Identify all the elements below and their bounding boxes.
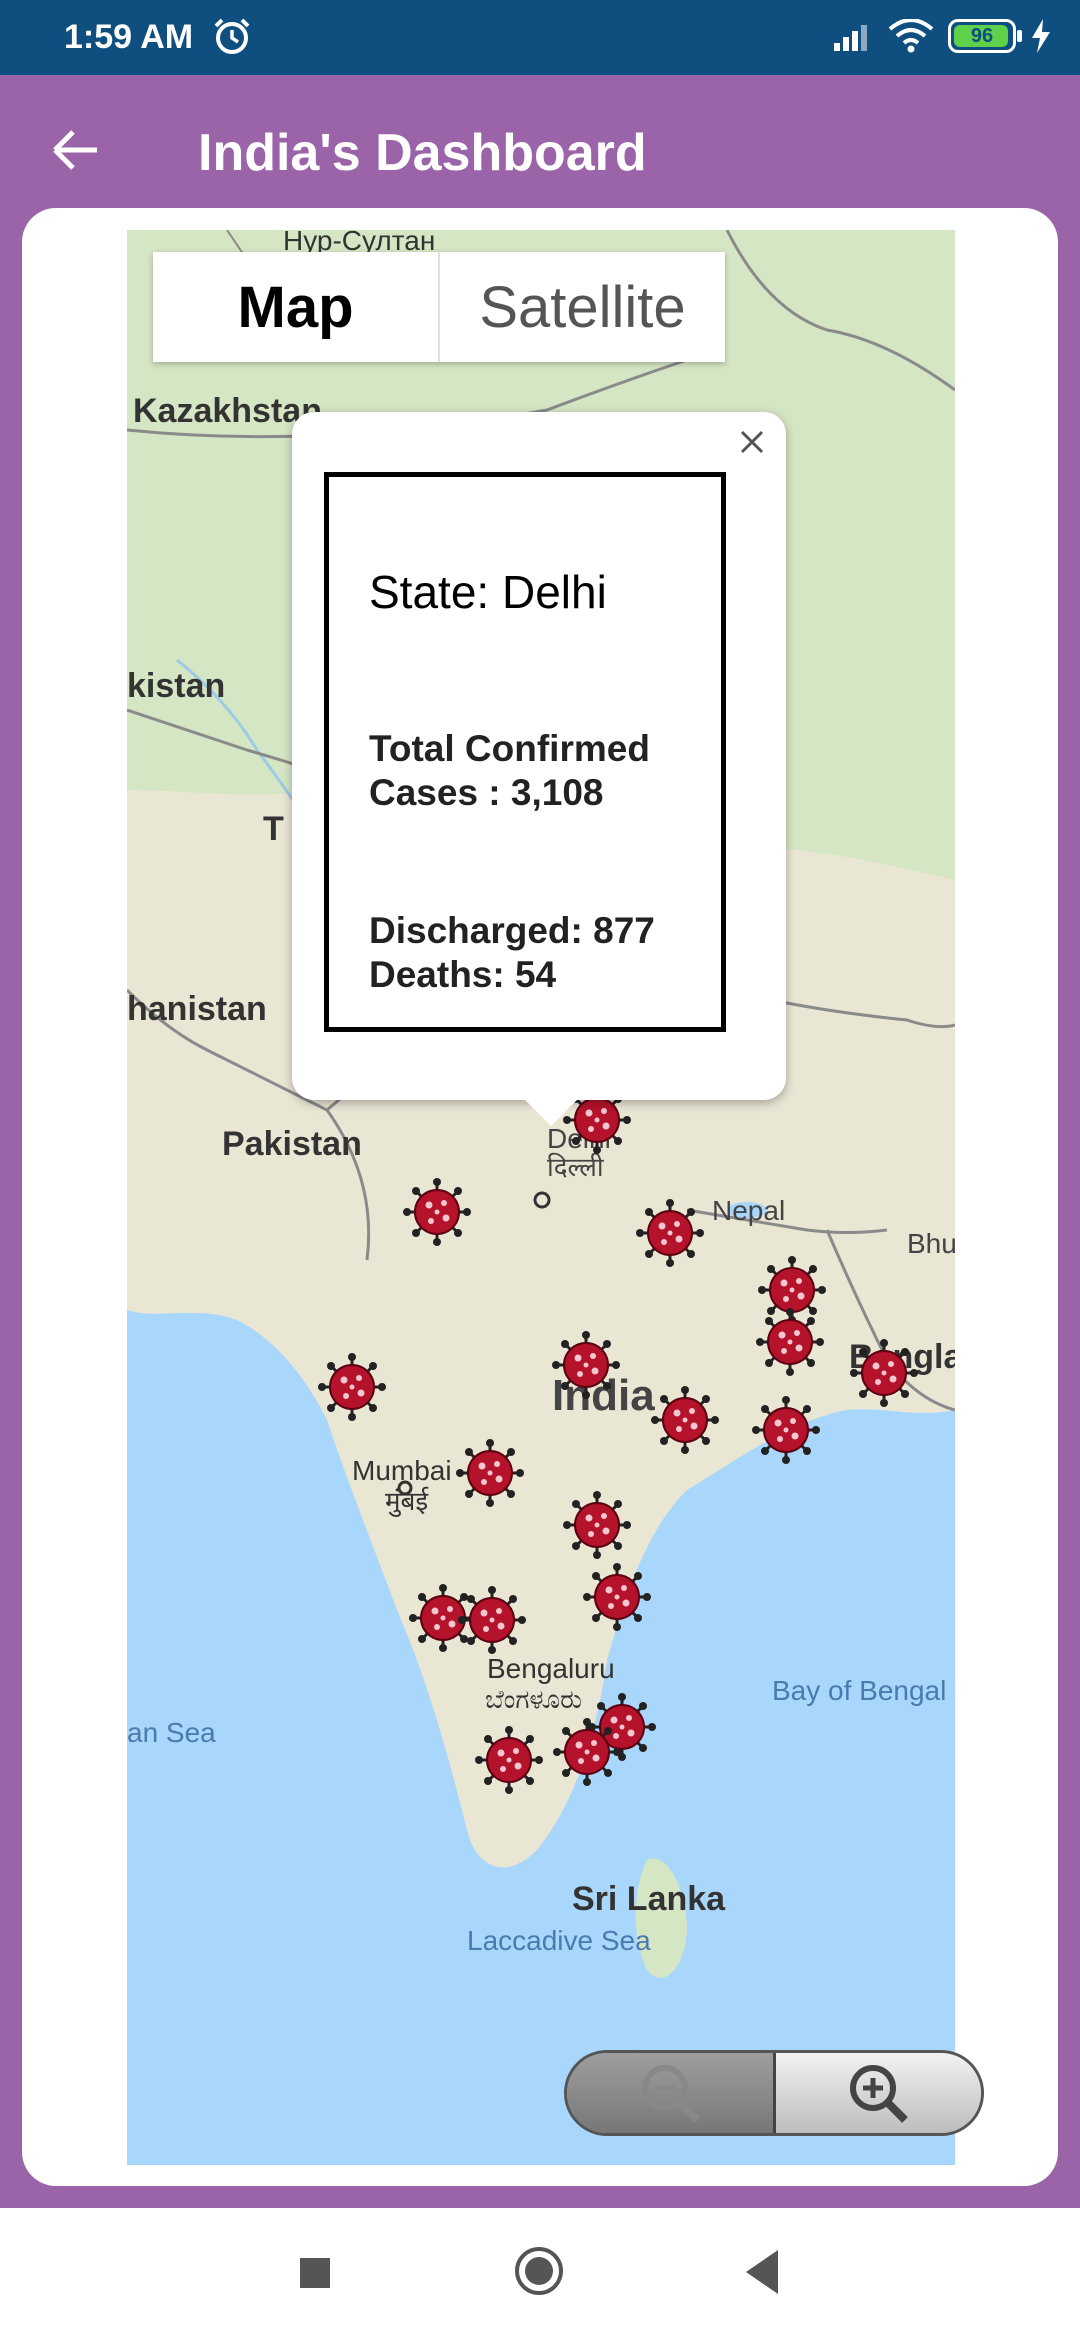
label-bengaluru: Bengaluru <box>487 1653 615 1684</box>
info-window: State: Delhi Total Confirmed Cases : 3,1… <box>292 412 786 1126</box>
wifi-icon <box>888 19 934 53</box>
info-content-box: State: Delhi Total Confirmed Cases : 3,1… <box>324 472 726 1032</box>
app-bar: India's Dashboard <box>0 75 1080 225</box>
status-time: 1:59 AM <box>64 18 194 56</box>
status-bar: 1:59 AM 96 <box>0 0 1080 75</box>
arrow-left-icon <box>53 130 97 170</box>
virus-icon[interactable] <box>750 1394 822 1466</box>
virus-icon[interactable] <box>407 1582 479 1654</box>
info-deaths: Deaths: 54 <box>369 954 557 995</box>
virus-icon[interactable] <box>649 1384 721 1456</box>
label-t: T <box>263 810 284 848</box>
map-type-toggle[interactable]: Map Satellite <box>153 252 725 362</box>
virus-icon[interactable] <box>754 1306 826 1378</box>
home-circle-icon[interactable] <box>514 2246 564 2296</box>
charging-icon <box>1032 19 1050 53</box>
label-pakistan: Pakistan <box>222 1125 362 1163</box>
label-mumbai: Mumbai <box>352 1455 452 1486</box>
label-sri-lanka: Sri Lanka <box>572 1880 726 1918</box>
label-kazakhstan: Kazakhstan <box>133 392 322 430</box>
virus-icon[interactable] <box>848 1337 920 1409</box>
zoom-in-icon <box>850 2065 909 2123</box>
info-total-confirmed: Total Confirmed Cases : 3,108 <box>369 728 650 813</box>
zoom-out-button[interactable] <box>567 2053 776 2133</box>
info-window-tail <box>525 1100 577 1126</box>
virus-icon[interactable] <box>454 1437 526 1509</box>
alarm-icon <box>214 18 250 54</box>
virus-icon[interactable] <box>456 1584 528 1656</box>
virus-icon[interactable] <box>634 1197 706 1269</box>
label-bay-of-bengal: Bay of Bengal <box>772 1675 946 1706</box>
info-discharged: Discharged: 877 <box>369 910 655 951</box>
label-bengaluru-kannada: ಬೆಂಗಳೂರು <box>485 1684 582 1714</box>
virus-icon[interactable] <box>401 1176 473 1248</box>
virus-icon[interactable] <box>316 1351 388 1423</box>
label-mumbai-marathi: मुंबई <box>385 1486 429 1517</box>
virus-icon[interactable] <box>473 1724 545 1796</box>
close-icon <box>740 430 764 454</box>
label-nepal: Nepal <box>712 1195 785 1226</box>
signal-icon <box>834 25 867 51</box>
label-laccadive-sea: Laccadive Sea <box>467 1925 651 1956</box>
label-nur-sultan: Нур-Султан <box>283 230 435 256</box>
virus-icon[interactable] <box>561 1489 633 1561</box>
label-hanistan: hanistan <box>127 990 267 1028</box>
back-button[interactable] <box>40 115 110 185</box>
zoom-controls <box>564 2050 984 2136</box>
map-type-satellite-button[interactable]: Satellite <box>479 274 686 340</box>
battery-icon: 96 <box>948 19 1022 53</box>
label-arabian-sea: an Sea <box>127 1717 216 1748</box>
page-title: India's Dashboard <box>198 124 647 182</box>
recents-square-icon[interactable] <box>300 2258 330 2288</box>
info-state: State: Delhi <box>369 566 607 618</box>
label-bhutan: Bhu <box>907 1228 955 1259</box>
virus-icon[interactable] <box>550 1329 622 1401</box>
system-nav-bar <box>0 2208 1080 2340</box>
virus-icon[interactable] <box>551 1716 623 1788</box>
zoom-out-icon <box>641 2065 700 2123</box>
label-delhi-hindi: दिल्ली <box>547 1152 605 1182</box>
zoom-in-button[interactable] <box>775 2053 981 2133</box>
back-triangle-icon[interactable] <box>744 2248 780 2296</box>
map-type-map-button[interactable]: Map <box>153 252 440 362</box>
info-window-close-button[interactable] <box>732 422 772 462</box>
virus-icon[interactable] <box>581 1561 653 1633</box>
info-recovery-block: Discharged: 877 Deaths: 54 <box>369 909 709 997</box>
label-kistan: kistan <box>127 667 225 705</box>
battery-level: 96 <box>970 24 994 47</box>
